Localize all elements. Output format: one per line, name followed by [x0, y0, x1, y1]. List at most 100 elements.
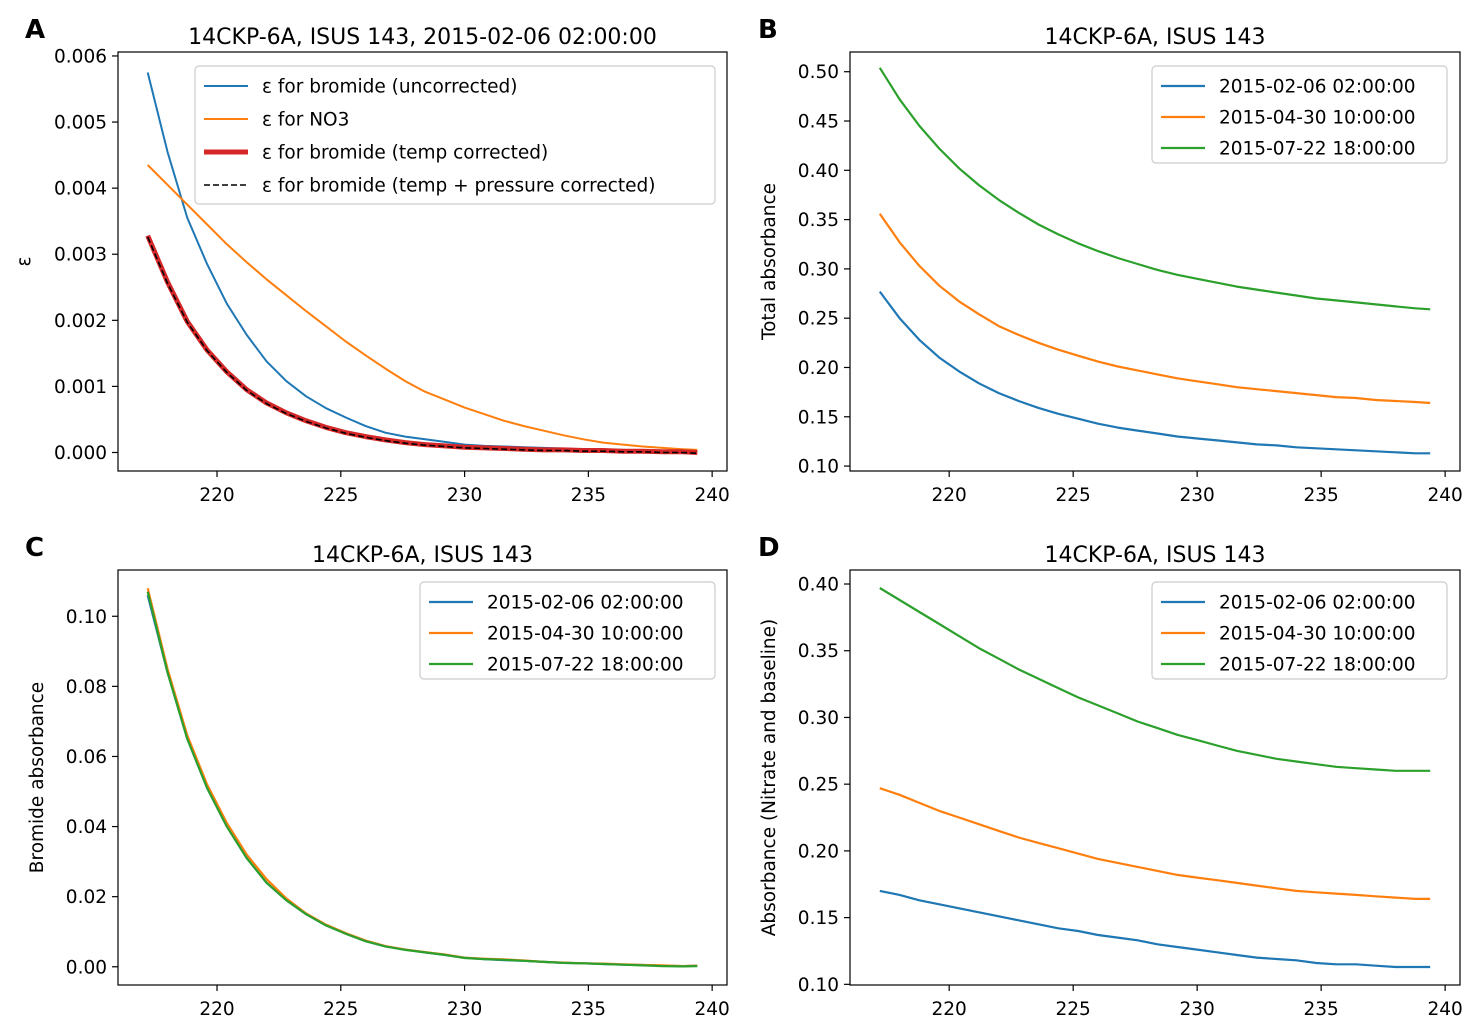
legend: ε for bromide (uncorrected) ε for NO3 ε fo… — [194, 65, 716, 205]
legend-entry: 2015-04-30 10:00:00 — [1219, 108, 1415, 129]
x-tick-label: 220 — [932, 999, 967, 1020]
y-tick-label: 0.20 — [798, 841, 839, 862]
legend-entry: 2015-07-22 18:00:00 — [1219, 139, 1415, 160]
x-tick-label: 230 — [447, 999, 482, 1020]
x-tick-label: 225 — [323, 485, 358, 506]
panel-label: A — [25, 15, 45, 45]
y-tick-label: 0.003 — [54, 245, 107, 266]
panel-label: C — [25, 533, 44, 563]
series-line-3 — [145, 234, 698, 455]
x-tick-label: 220 — [199, 999, 234, 1020]
legend-box — [1151, 581, 1448, 680]
axes-frame — [117, 51, 728, 472]
y-tick-label: 0.06 — [66, 747, 107, 768]
x-tick-label: 235 — [1303, 485, 1338, 506]
x-tick-label: 235 — [571, 485, 606, 506]
y-tick-label: 0.25 — [798, 775, 839, 796]
y-tick-label: 0.40 — [798, 575, 839, 596]
y-tick-label: 0.10 — [798, 975, 839, 996]
x-tick-label: 230 — [1179, 999, 1214, 1020]
legend-entry: ε for bromide (temp corrected) — [262, 143, 548, 164]
panel-a: 220 225 230 235 240 0.000 0.001 0.002 0.003 0.004… — [14, 15, 730, 506]
x-tick-label: 240 — [694, 999, 729, 1020]
y-tick-label: 0.10 — [798, 457, 839, 478]
x-tick-label: 220 — [932, 485, 967, 506]
legend: 2015-02-06 02:00:00 2015-04-30 10:00:00 20… — [419, 581, 716, 680]
legend-entry: 2015-07-22 18:00:00 — [487, 655, 683, 676]
axes-frame — [849, 51, 1461, 472]
series-line-2 — [146, 164, 698, 451]
y-tick-label: 0.10 — [66, 607, 107, 628]
x-tick-label: 240 — [1427, 999, 1462, 1020]
y-tick-label: 0.30 — [798, 708, 839, 729]
x-tick-label: 240 — [694, 485, 729, 506]
y-tick-label: 0.005 — [54, 113, 107, 134]
y-tick-label: 0.001 — [54, 377, 107, 398]
legend-entry: 2015-04-30 10:00:00 — [1219, 624, 1415, 645]
panel-d: 220 225 230 235 240 0.10 0.15 0.20 0.25 0.30 0.35 0… — [758, 533, 1463, 1020]
x-tick-label: 230 — [447, 485, 482, 506]
chart-title: 14CKP-6A, ISUS 143, 2015-02-06 02:00:00 — [188, 25, 657, 50]
legend-entry: 2015-02-06 02:00:00 — [1219, 593, 1415, 614]
series-group — [879, 587, 1431, 969]
x-tick-label: 225 — [1056, 999, 1091, 1020]
y-tick-label: 0.000 — [54, 443, 107, 464]
series-group — [145, 72, 698, 455]
series-line-2 — [879, 787, 1431, 901]
x-tick-label: 220 — [199, 485, 234, 506]
series-group — [878, 67, 1431, 455]
legend-entry: 2015-07-22 18:00:00 — [1219, 655, 1415, 676]
panel-label: B — [758, 15, 778, 45]
chart-title: 14CKP-6A, ISUS 143 — [1044, 25, 1265, 50]
y-tick-label: 0.002 — [54, 311, 107, 332]
panel-c: 220 225 230 235 240 0.00 0.02 0.04 0.06 0.08 0.10 1… — [25, 533, 730, 1020]
legend-entry: ε for NO3 — [262, 110, 349, 131]
y-tick-label: 0.006 — [54, 46, 107, 67]
legend-entry: 2015-02-06 02:00:00 — [1219, 77, 1415, 98]
y-tick-label: 0.35 — [798, 210, 839, 231]
panel-b: 220 225 230 235 240 0.10 0.15 0.20 0.25 0.30 0.35 0… — [758, 15, 1463, 506]
y-axis-label: ε — [14, 257, 35, 267]
legend-entry: ε for bromide (temp + pressure corrected… — [262, 176, 655, 197]
series-line-3 — [878, 67, 1431, 311]
panel-label: D — [758, 533, 780, 563]
y-tick-label: 0.35 — [798, 641, 839, 662]
x-tick-label: 235 — [571, 999, 606, 1020]
series-line-2 — [878, 213, 1431, 405]
y-tick-label: 0.02 — [66, 887, 107, 908]
y-tick-label: 0.40 — [798, 161, 839, 182]
chart-title: 14CKP-6A, ISUS 143 — [1044, 543, 1265, 568]
series-group — [146, 587, 698, 968]
legend-box — [1151, 65, 1448, 164]
y-tick-label: 0.20 — [798, 358, 839, 379]
legend-entry: 2015-02-06 02:00:00 — [487, 593, 683, 614]
y-tick-label: 0.00 — [66, 957, 107, 978]
y-tick-label: 0.50 — [798, 62, 839, 83]
chart-title: 14CKP-6A, ISUS 143 — [312, 543, 533, 568]
legend-entry: ε for bromide (uncorrected) — [262, 77, 517, 98]
y-tick-label: 0.15 — [798, 407, 839, 428]
y-tick-label: 0.15 — [798, 908, 839, 929]
y-tick-label: 0.45 — [798, 112, 839, 133]
axes-frame — [117, 569, 728, 986]
series-line-1 — [879, 889, 1431, 969]
legend: 2015-02-06 02:00:00 2015-04-30 10:00:00 20… — [1151, 65, 1448, 164]
x-tick-label: 225 — [323, 999, 358, 1020]
y-axis-label: Absorbance (Nitrate and baseline) — [759, 619, 780, 937]
series-line-1 — [878, 290, 1431, 455]
y-tick-label: 0.04 — [66, 817, 107, 838]
x-tick-label: 230 — [1179, 485, 1214, 506]
x-tick-label: 225 — [1056, 485, 1091, 506]
y-tick-label: 0.004 — [54, 179, 107, 200]
legend: 2015-02-06 02:00:00 2015-04-30 10:00:00 20… — [1151, 581, 1448, 680]
x-tick-label: 235 — [1303, 999, 1338, 1020]
y-tick-label: 0.08 — [66, 677, 107, 698]
series-line-4 — [146, 236, 698, 454]
y-axis-label: Bromide absorbance — [27, 682, 48, 873]
axes-frame — [849, 569, 1461, 986]
legend-box — [194, 65, 716, 205]
y-axis-label: Total absorbance — [759, 183, 780, 341]
legend-entry: 2015-04-30 10:00:00 — [487, 624, 683, 645]
legend-box — [419, 581, 716, 680]
